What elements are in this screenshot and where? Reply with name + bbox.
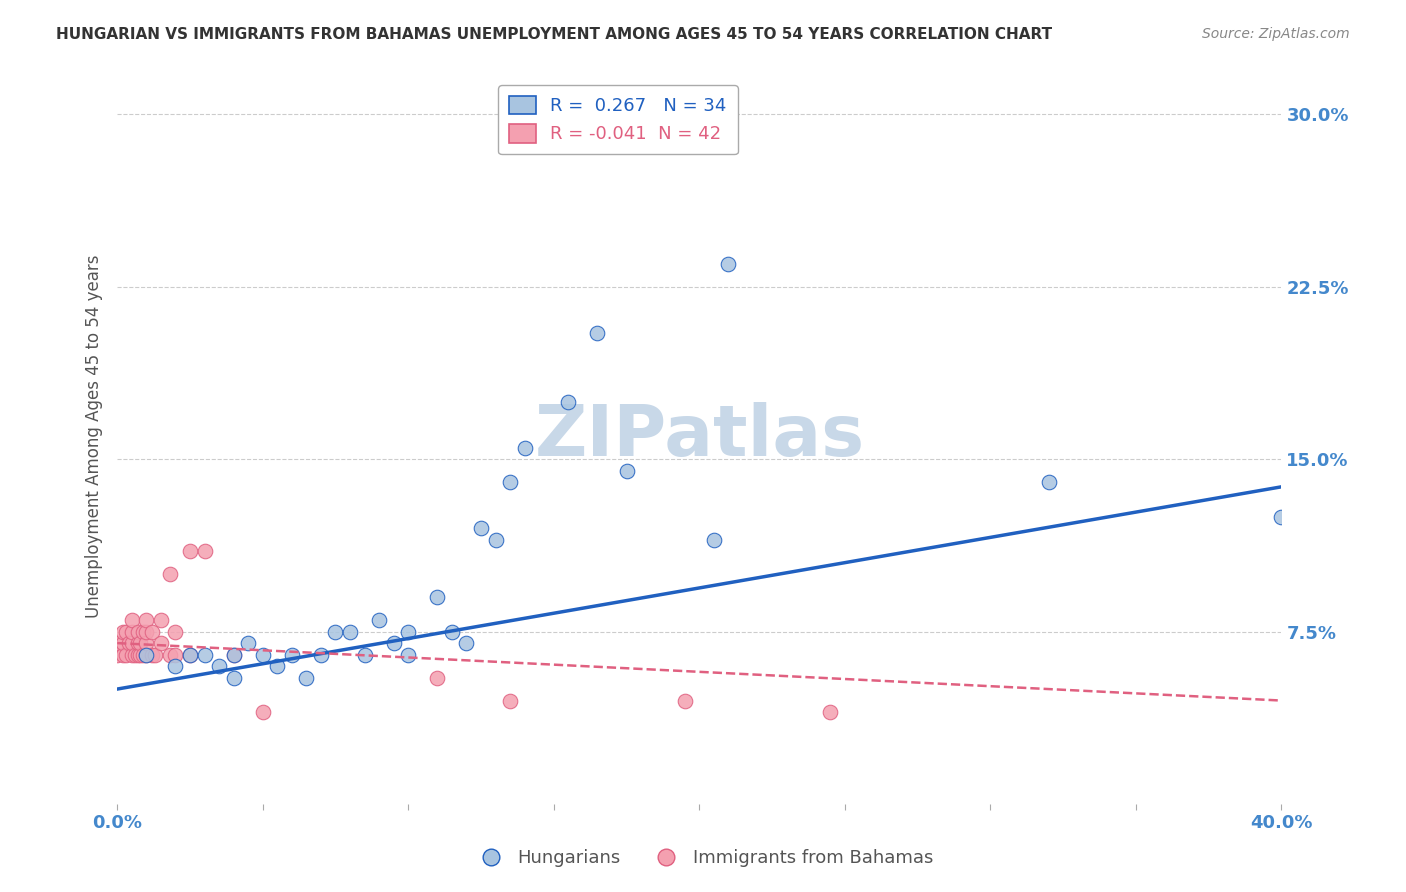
Point bbox=[266, 659, 288, 673]
Point bbox=[121, 624, 143, 639]
Point bbox=[135, 613, 157, 627]
Point bbox=[820, 705, 842, 719]
Point bbox=[717, 257, 740, 271]
Legend: R =  0.267   N = 34, R = -0.041  N = 42: R = 0.267 N = 34, R = -0.041 N = 42 bbox=[498, 85, 738, 154]
Point bbox=[353, 648, 375, 662]
Text: ZIPatlas: ZIPatlas bbox=[534, 401, 865, 471]
Point bbox=[118, 636, 141, 650]
Point bbox=[159, 648, 181, 662]
Point bbox=[143, 648, 166, 662]
Point bbox=[135, 648, 157, 662]
Point bbox=[513, 441, 536, 455]
Point bbox=[149, 636, 172, 650]
Point bbox=[135, 624, 157, 639]
Point bbox=[149, 613, 172, 627]
Point bbox=[309, 648, 332, 662]
Point bbox=[132, 624, 155, 639]
Point bbox=[165, 648, 187, 662]
Point bbox=[456, 636, 478, 650]
Legend: Hungarians, Immigrants from Bahamas: Hungarians, Immigrants from Bahamas bbox=[465, 842, 941, 874]
Point bbox=[111, 648, 134, 662]
Point bbox=[127, 648, 149, 662]
Point bbox=[165, 659, 187, 673]
Point bbox=[368, 613, 391, 627]
Point bbox=[115, 648, 138, 662]
Point bbox=[121, 613, 143, 627]
Point bbox=[382, 636, 405, 650]
Point bbox=[484, 533, 506, 547]
Point bbox=[1270, 509, 1292, 524]
Point bbox=[135, 636, 157, 650]
Point bbox=[121, 636, 143, 650]
Point bbox=[129, 648, 152, 662]
Point bbox=[396, 624, 419, 639]
Point bbox=[124, 648, 146, 662]
Point bbox=[105, 648, 128, 662]
Point bbox=[208, 659, 231, 673]
Point bbox=[222, 671, 245, 685]
Point bbox=[193, 544, 215, 558]
Point bbox=[179, 648, 201, 662]
Y-axis label: Unemployment Among Ages 45 to 54 years: Unemployment Among Ages 45 to 54 years bbox=[86, 254, 103, 618]
Point bbox=[703, 533, 725, 547]
Point bbox=[127, 624, 149, 639]
Point bbox=[129, 636, 152, 650]
Point bbox=[426, 671, 449, 685]
Point bbox=[179, 544, 201, 558]
Point bbox=[325, 624, 347, 639]
Point bbox=[673, 693, 696, 707]
Point bbox=[222, 648, 245, 662]
Point bbox=[111, 624, 134, 639]
Point bbox=[127, 636, 149, 650]
Point bbox=[281, 648, 304, 662]
Point bbox=[159, 567, 181, 582]
Point bbox=[165, 624, 187, 639]
Point bbox=[396, 648, 419, 662]
Point bbox=[499, 475, 522, 490]
Point bbox=[135, 648, 157, 662]
Point bbox=[586, 326, 609, 340]
Point bbox=[238, 636, 260, 650]
Point bbox=[470, 521, 492, 535]
Point bbox=[121, 648, 143, 662]
Point bbox=[339, 624, 361, 639]
Point bbox=[132, 648, 155, 662]
Point bbox=[193, 648, 215, 662]
Point bbox=[141, 624, 163, 639]
Point bbox=[1038, 475, 1060, 490]
Point bbox=[115, 624, 138, 639]
Point bbox=[295, 671, 318, 685]
Point bbox=[141, 648, 163, 662]
Point bbox=[252, 705, 274, 719]
Point bbox=[252, 648, 274, 662]
Point bbox=[179, 648, 201, 662]
Point bbox=[111, 636, 134, 650]
Point bbox=[616, 464, 638, 478]
Point bbox=[557, 394, 579, 409]
Point bbox=[440, 624, 463, 639]
Point bbox=[222, 648, 245, 662]
Text: Source: ZipAtlas.com: Source: ZipAtlas.com bbox=[1202, 27, 1350, 41]
Point bbox=[105, 636, 128, 650]
Text: HUNGARIAN VS IMMIGRANTS FROM BAHAMAS UNEMPLOYMENT AMONG AGES 45 TO 54 YEARS CORR: HUNGARIAN VS IMMIGRANTS FROM BAHAMAS UNE… bbox=[56, 27, 1052, 42]
Point bbox=[426, 590, 449, 604]
Point bbox=[499, 693, 522, 707]
